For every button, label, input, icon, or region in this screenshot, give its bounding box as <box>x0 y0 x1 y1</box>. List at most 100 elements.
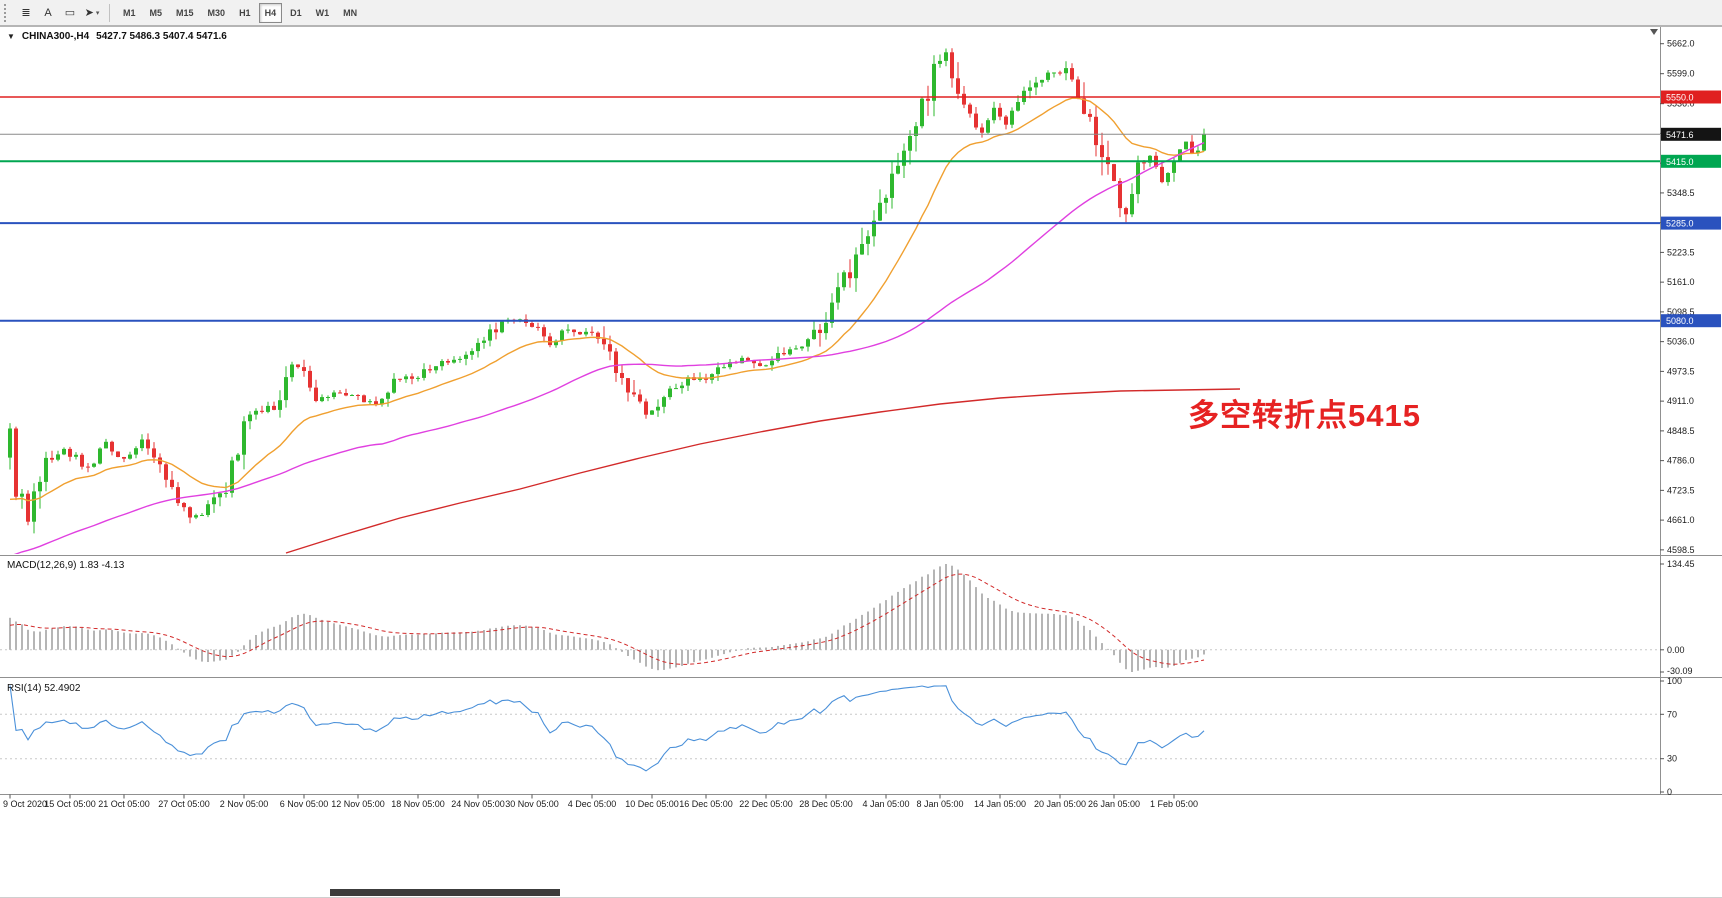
candle-body <box>854 254 858 279</box>
timeframe-button-m30[interactable]: M30 <box>207 7 226 18</box>
candle-body <box>488 329 492 341</box>
candle-body <box>422 369 426 378</box>
candle-body <box>974 113 978 128</box>
candle-body <box>446 361 450 363</box>
candle-body <box>164 464 168 480</box>
candle-body <box>236 454 240 461</box>
time-label: 10 Dec 05:00 <box>625 799 679 809</box>
candle-body <box>266 405 270 412</box>
candle-body <box>494 329 498 333</box>
time-label: 26 Jan 05:00 <box>1088 799 1140 809</box>
candle-body <box>428 369 432 371</box>
candle-body <box>1202 134 1206 151</box>
svg-text:4973.5: 4973.5 <box>1667 366 1695 376</box>
candle-body <box>68 448 72 457</box>
toolbar-drag-handle[interactable] <box>4 3 10 22</box>
candle-body <box>368 401 372 403</box>
candle-body <box>746 357 750 361</box>
timeframe-button-w1[interactable]: W1 <box>315 7 330 18</box>
candle-body <box>1172 161 1176 173</box>
time-label: 20 Jan 05:00 <box>1034 799 1086 809</box>
macd-histogram <box>9 564 1205 672</box>
svg-text:5348.5: 5348.5 <box>1667 188 1695 198</box>
candle-body <box>362 395 366 403</box>
candle-body <box>980 127 984 133</box>
candle-body <box>182 503 186 508</box>
time-label: 6 Nov 05:00 <box>280 799 329 809</box>
svg-text:4661.0: 4661.0 <box>1667 515 1695 525</box>
candle-body <box>380 398 384 405</box>
candle-body <box>764 365 768 367</box>
candle-body <box>1058 72 1062 74</box>
cursor-pointer-icon[interactable]: ➤ ▾ <box>84 7 100 19</box>
symbol-dropdown-icon[interactable]: ▼ <box>7 32 15 41</box>
candle-body <box>608 344 612 352</box>
candle-body <box>872 220 876 237</box>
candle-body <box>536 326 540 328</box>
time-label: 16 Dec 05:00 <box>679 799 733 809</box>
svg-text:5285.0: 5285.0 <box>1666 219 1694 229</box>
candle-body <box>968 104 972 114</box>
candle-body <box>464 354 468 359</box>
svg-text:0: 0 <box>1667 787 1672 797</box>
timeframe-button-mn[interactable]: MN <box>343 7 358 18</box>
timeframe-button-m1[interactable]: M1 <box>123 7 136 18</box>
svg-text:4911.0: 4911.0 <box>1667 396 1694 406</box>
candle-body <box>1142 162 1146 164</box>
symbol-ohlc-values: 5427.7 5486.3 5407.4 5471.6 <box>96 31 227 42</box>
price-badge-5550.0 <box>1661 90 1721 104</box>
candle-body <box>188 507 192 518</box>
time-label: 30 Nov 05:00 <box>505 799 559 809</box>
candle-body <box>152 448 156 458</box>
candle-body <box>1004 116 1008 125</box>
candle-body <box>584 331 588 335</box>
candle-body <box>1010 110 1014 125</box>
horizontal-scrollbar-thumb[interactable] <box>330 889 560 896</box>
candle-body <box>200 515 204 516</box>
main-pane[interactable] <box>0 48 1660 556</box>
candle-body <box>1076 79 1080 99</box>
candle-body <box>146 439 150 449</box>
candle-body <box>338 392 342 394</box>
time-label: 14 Jan 05:00 <box>974 799 1026 809</box>
svg-text:5036.0: 5036.0 <box>1667 337 1695 347</box>
candle-body <box>1118 181 1122 209</box>
candle-body <box>992 107 996 121</box>
candle-body <box>134 448 138 455</box>
candle-body <box>260 410 264 412</box>
candle-body <box>50 457 54 460</box>
svg-text:70: 70 <box>1667 709 1677 719</box>
candle-body <box>248 414 252 422</box>
candle-body <box>530 323 534 327</box>
candle-body <box>914 126 918 136</box>
macd-signal-line <box>9 573 1205 665</box>
timeframe-button-h1[interactable]: H1 <box>239 7 251 18</box>
chart-text-annotation[interactable]: 多空转折点5415 <box>1188 398 1421 433</box>
candle-body <box>1166 173 1170 183</box>
text-annotation-icon[interactable]: A <box>44 6 52 19</box>
rsi-indicator-label: RSI(14) 52.4902 <box>7 683 81 694</box>
svg-text:4598.5: 4598.5 <box>1667 545 1695 555</box>
candle-body <box>920 98 924 127</box>
timeframe-button-h4[interactable]: H4 <box>258 2 283 23</box>
svg-text:5536.0: 5536.0 <box>1667 99 1695 109</box>
timeframe-button-d1[interactable]: D1 <box>290 7 302 18</box>
indicator-list-icon[interactable]: ≣ <box>21 7 31 19</box>
timeframe-button-m5[interactable]: M5 <box>149 7 163 18</box>
timeframe-button-m15[interactable]: M15 <box>176 7 194 18</box>
candle-body <box>902 150 906 166</box>
candle-body <box>560 330 564 341</box>
time-label: 22 Dec 05:00 <box>739 799 793 809</box>
candle-body <box>866 236 870 244</box>
object-box-icon[interactable]: ▭ <box>64 7 76 19</box>
candle-body <box>26 493 30 522</box>
svg-text:5098.5: 5098.5 <box>1667 307 1695 317</box>
candle-body <box>332 392 336 397</box>
candle-body <box>1124 208 1128 215</box>
time-label: 9 Oct 2020 <box>3 799 47 809</box>
candle-body <box>1196 150 1200 154</box>
candle-body <box>1148 155 1152 163</box>
candle-body <box>632 392 636 395</box>
